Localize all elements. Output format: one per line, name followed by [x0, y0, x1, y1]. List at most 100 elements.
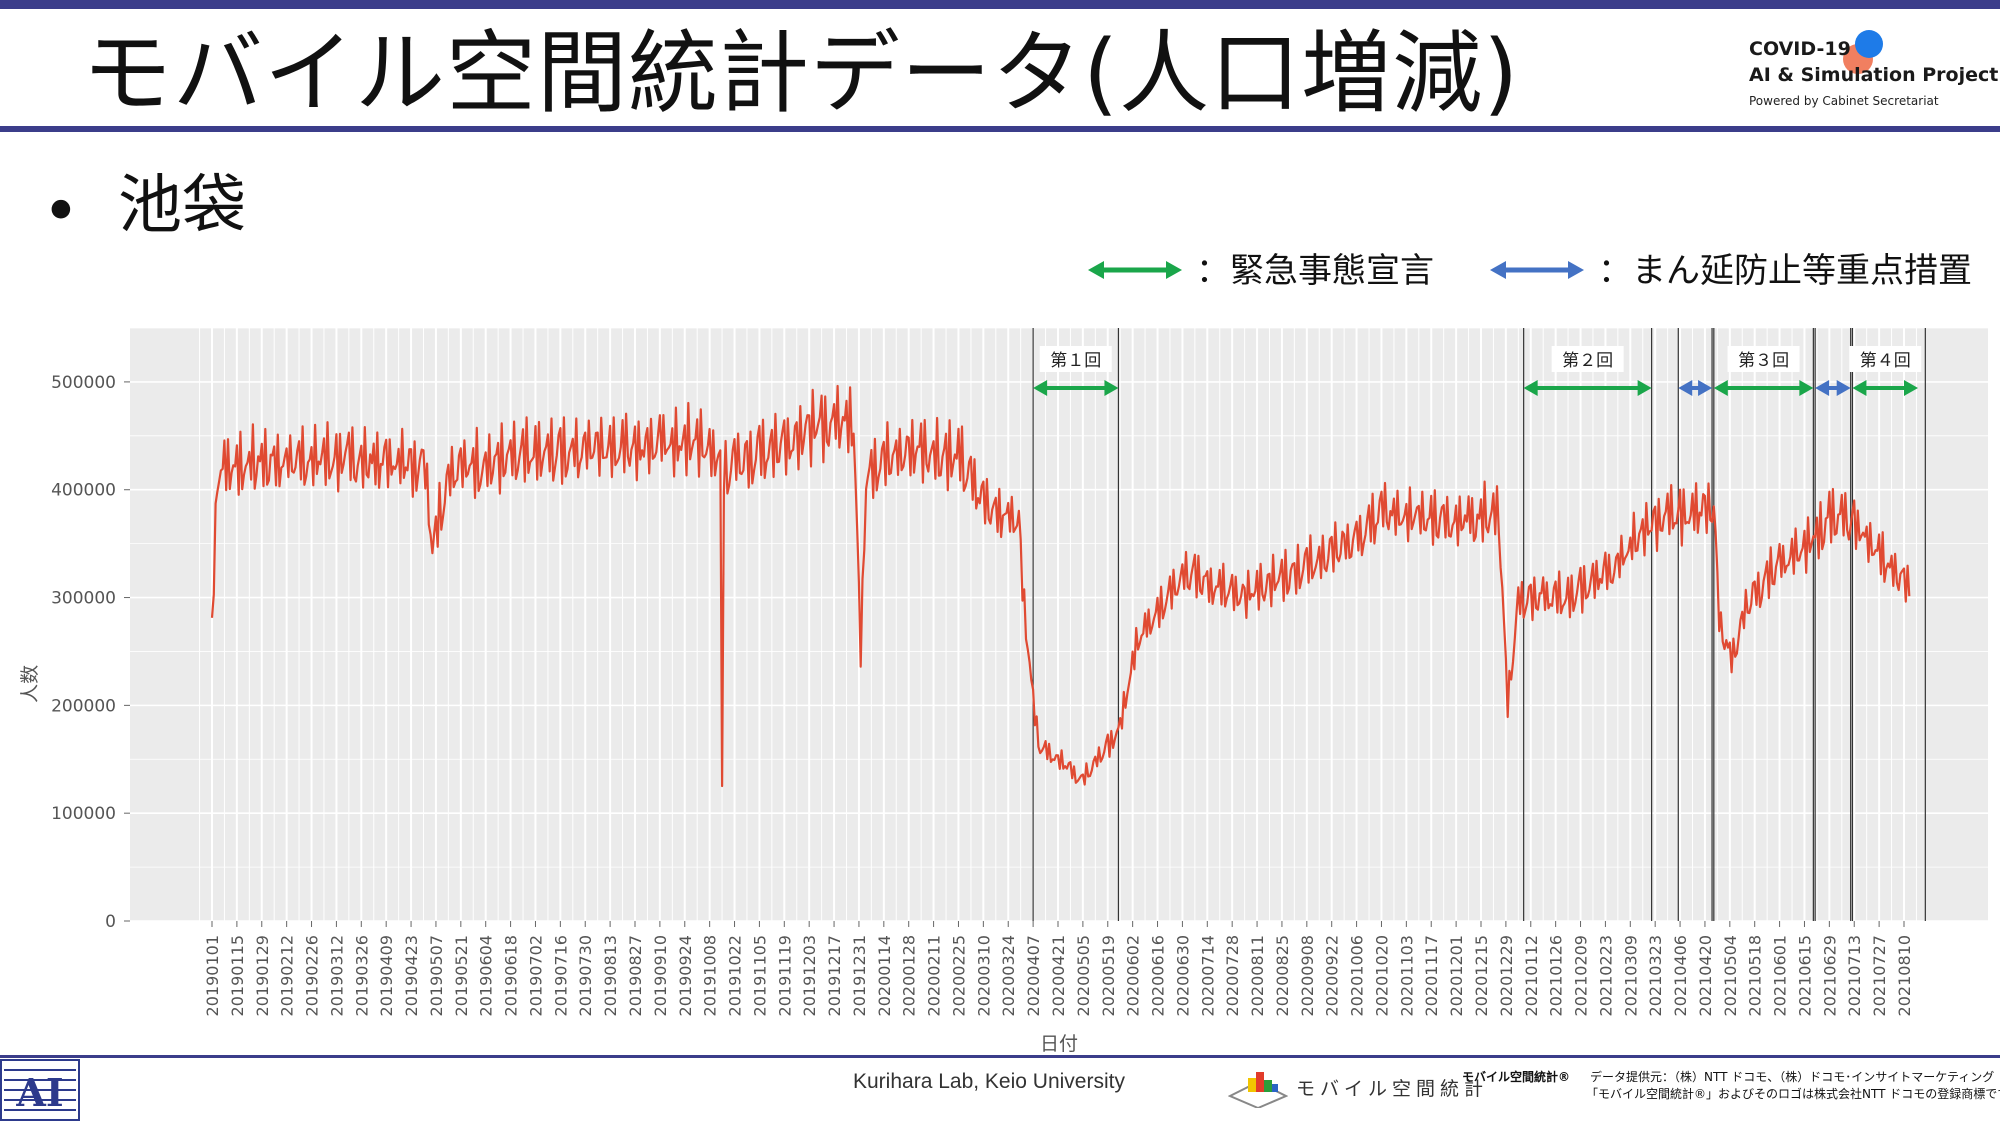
x-tick-label: 20190827 [626, 935, 645, 1016]
grid-lines [130, 327, 1988, 922]
x-tick-label: 20191022 [726, 935, 745, 1016]
x-tick-label: 20210504 [1721, 935, 1740, 1016]
footer-divider [0, 1055, 2000, 1058]
data-credit-line2: 「モバイル空間統計®」およびそのロゴは株式会社NTT ドコモの登録商標です。 [1586, 1087, 2000, 1101]
period-arrow-head-left [1523, 380, 1538, 396]
legend-priority-arrow-icon [1490, 261, 1584, 279]
x-tick-label: 20200630 [1173, 935, 1192, 1016]
logo-line1: COVID-19 [1749, 38, 1851, 60]
x-tick-label: 20200324 [999, 935, 1018, 1016]
x-tick-label: 20190226 [303, 935, 322, 1016]
period-label-bg [1849, 346, 1922, 372]
period-label-bg [1039, 346, 1112, 372]
period-arrow-head-left [1033, 380, 1048, 396]
x-tick-label: 20210420 [1696, 935, 1715, 1016]
x-tick-label: 20200616 [1149, 935, 1168, 1016]
x-tick-label: 20190521 [452, 935, 471, 1016]
bullet-marker: • [42, 175, 80, 249]
period-arrow-head-right [1637, 380, 1652, 396]
mobile-spatial-trademark: モバイル空間統計® [1462, 1070, 1571, 1084]
keio-lab-logo-icon: AI [0, 1059, 80, 1121]
x-tick-label: 20200908 [1298, 935, 1317, 1016]
x-tick-label: 20190423 [402, 935, 421, 1016]
y-tick-label: 400000 [51, 481, 116, 501]
x-tick-label: 20190604 [477, 935, 496, 1016]
x-tick-label: 20210406 [1671, 935, 1690, 1016]
top-accent-bar [0, 0, 2000, 9]
x-axis-title: 日付 [1040, 1033, 1078, 1055]
svg-text:AI: AI [15, 1070, 63, 1115]
x-tick-label: 20210309 [1621, 935, 1640, 1016]
period-label-bg [1727, 346, 1800, 372]
y-tick-label: 500000 [51, 373, 116, 393]
period-arrow-head-left [1852, 380, 1867, 396]
x-tick-label: 20201117 [1422, 935, 1441, 1016]
x-tick-label: 20200128 [900, 935, 919, 1016]
x-tick-label: 20190129 [253, 935, 272, 1016]
legend-emergency-arrow-icon [1088, 261, 1182, 279]
x-tick-label: 20210112 [1522, 935, 1541, 1016]
x-tick-label: 20191203 [800, 935, 819, 1016]
data-credit-line1: データ提供元：（株）NTT ドコモ、（株）ドコモ･インサイトマーケティング [1590, 1070, 1995, 1084]
x-tick-label: 20190716 [551, 935, 570, 1016]
footer-lab-name: Kurihara Lab, Keio University [853, 1070, 1125, 1093]
period-arrow-head-right [1698, 380, 1713, 396]
x-tick-label: 20200505 [1074, 935, 1093, 1016]
period-label: 第３回 [1738, 351, 1789, 371]
x-tick-label: 20190312 [327, 935, 346, 1016]
x-tick-label: 20190910 [651, 935, 670, 1016]
x-tick-label: 20201006 [1348, 935, 1367, 1016]
y-tick-label: 200000 [51, 696, 116, 716]
mobile-spatial-logo-text: モバイル空間統計 [1296, 1078, 1489, 1100]
period-arrow-head-left [1678, 380, 1693, 396]
period-label: 第１回 [1050, 351, 1101, 371]
x-tick-label: 20200922 [1323, 935, 1342, 1016]
x-tick-label: 20190924 [676, 935, 695, 1016]
x-tick-label: 20210601 [1771, 935, 1790, 1016]
period-arrow-head-right [1104, 380, 1119, 396]
period-arrow-head-right [1904, 380, 1918, 396]
x-tick-label: 20200714 [1198, 935, 1217, 1016]
x-tick-label: 20191105 [750, 935, 769, 1016]
period-arrow-head-right [1799, 380, 1814, 396]
x-tick-label: 20200225 [949, 935, 968, 1016]
series-line-population [210, 384, 1911, 788]
x-tick-label: 20210810 [1895, 935, 1914, 1016]
x-tick-label: 20201215 [1472, 935, 1491, 1016]
x-tick-label: 20190730 [576, 935, 595, 1016]
x-tick-label: 20210126 [1547, 935, 1566, 1016]
x-tick-label: 20210629 [1820, 935, 1839, 1016]
x-tick-label: 20210713 [1845, 935, 1864, 1016]
x-tick-label: 20210209 [1572, 935, 1591, 1016]
x-tick-label: 20190507 [427, 935, 446, 1016]
x-tick-label: 20210518 [1746, 935, 1765, 1016]
x-tick-label: 20200602 [1124, 935, 1143, 1016]
mobile-spatial-logo-icon [1228, 1072, 1288, 1108]
period-arrow-head-left [1815, 380, 1830, 396]
page-title: モバイル空間統計データ(人口増減) [82, 21, 1520, 126]
y-tick-label: 100000 [51, 804, 116, 824]
x-tick-label: 20190326 [352, 935, 371, 1016]
x-tick-label: 20191119 [775, 935, 794, 1016]
x-tick-label: 20190101 [203, 935, 222, 1016]
period-label: 第２回 [1562, 351, 1613, 371]
x-tick-label: 20201103 [1397, 935, 1416, 1016]
x-tick-label: 20190618 [502, 935, 521, 1016]
title-divider [0, 126, 2000, 132]
x-tick-label: 20200519 [1099, 935, 1118, 1016]
x-tick-label: 20210223 [1596, 935, 1615, 1016]
x-tick-label: 20200114 [875, 935, 894, 1016]
covid-project-logo: COVID-19 AI & Simulation Project Powered… [1745, 30, 1998, 115]
y-axis-title: 人数 [19, 665, 41, 703]
x-tick-label: 20190212 [278, 935, 297, 1016]
x-tick-label: 20210323 [1646, 935, 1665, 1016]
x-tick-label: 20201201 [1447, 935, 1466, 1016]
period-arrow-head-left [1713, 380, 1728, 396]
x-tick-label: 20200211 [925, 935, 944, 1016]
x-tick-label: 20200310 [974, 935, 993, 1016]
x-tick-label: 20200407 [1024, 935, 1043, 1016]
period-label-bg [1551, 346, 1624, 372]
x-tick-label: 20200825 [1273, 935, 1292, 1016]
x-tick-label: 20210727 [1870, 935, 1889, 1016]
x-tick-label: 20210615 [1795, 935, 1814, 1016]
